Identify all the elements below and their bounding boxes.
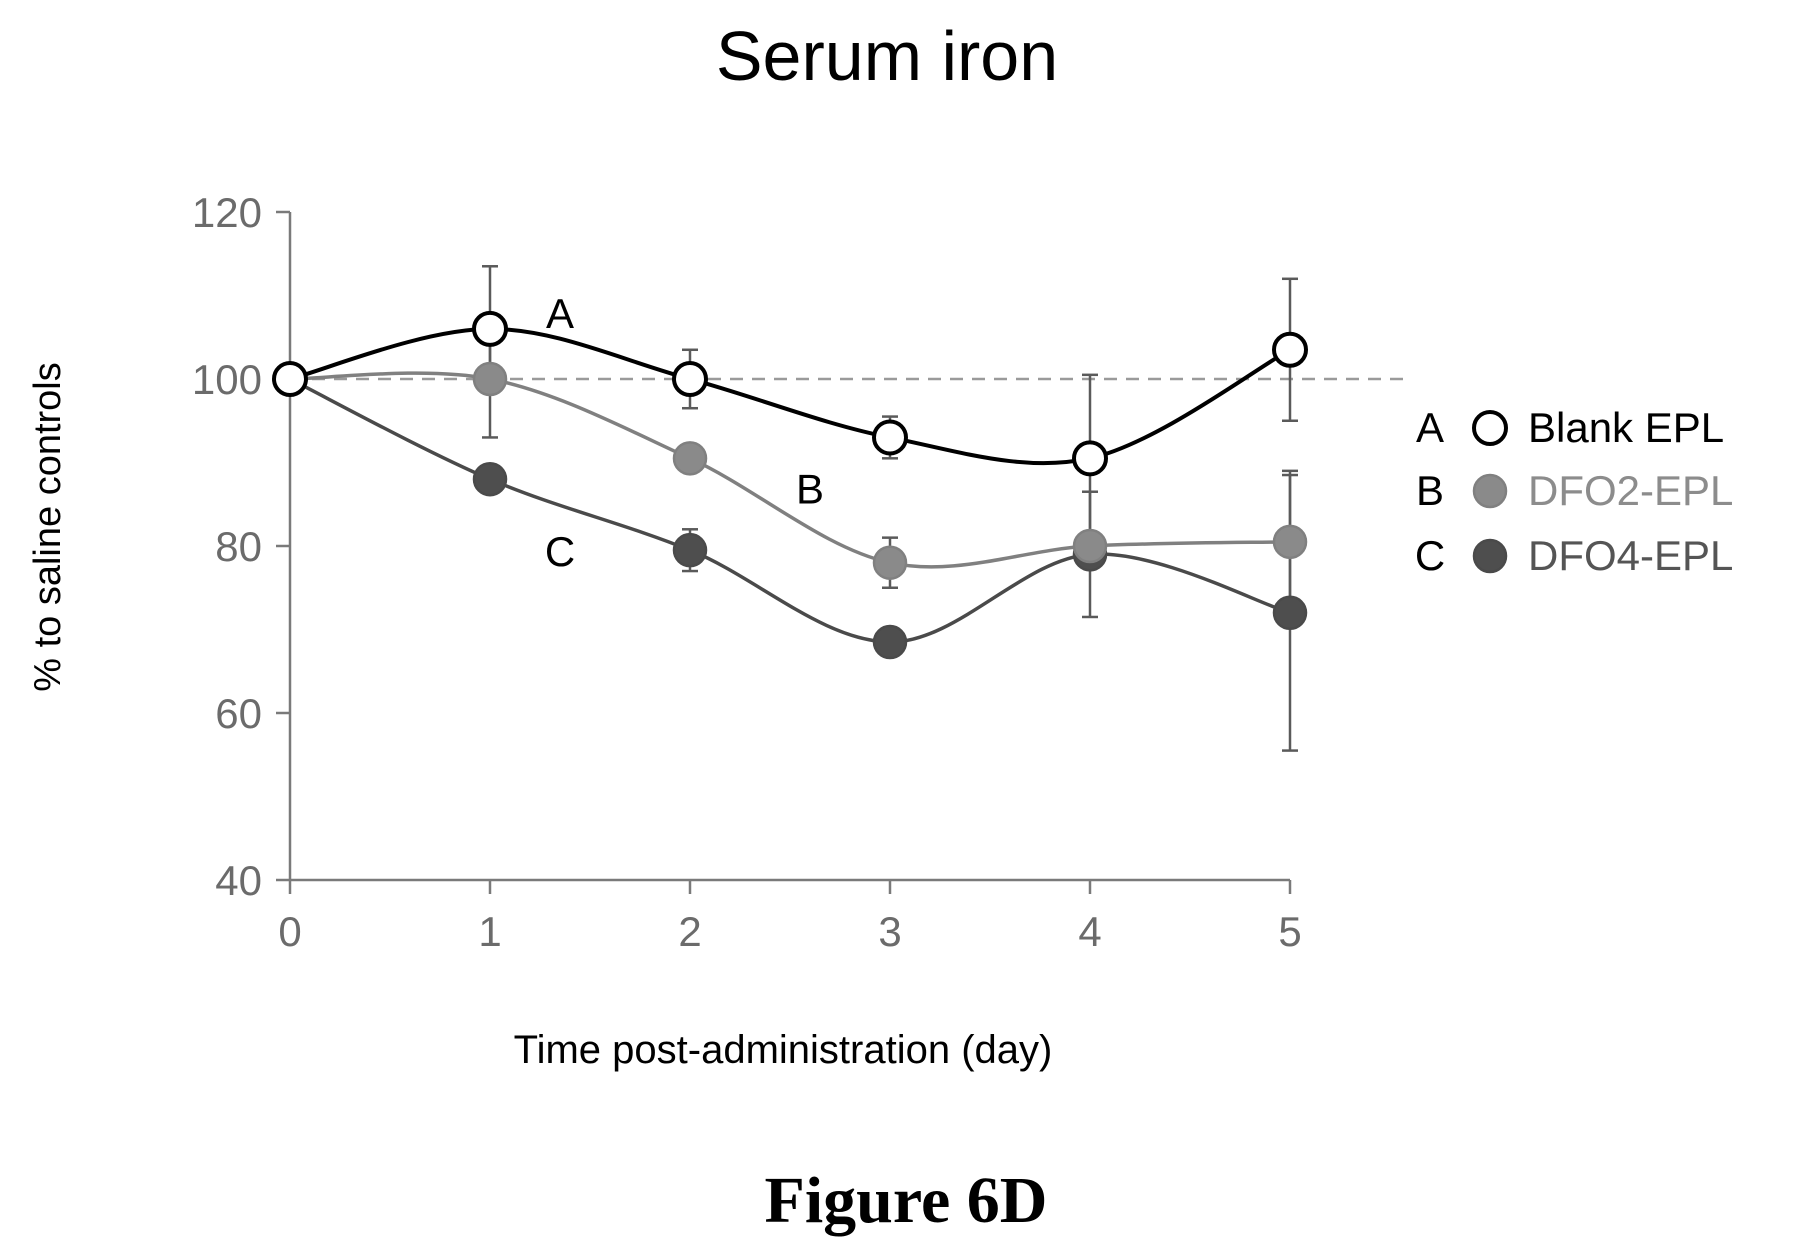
data-point-B xyxy=(1272,524,1308,560)
x-tick-label: 3 xyxy=(878,908,901,955)
x-axis-label: Time post-administration (day) xyxy=(514,1028,1053,1072)
legend-marker-C xyxy=(1472,538,1508,574)
data-point-A xyxy=(272,361,308,397)
legend: A Blank EPL B DFO2-EPL C DFO4-EPL xyxy=(1415,404,1734,579)
y-tick-label: 40 xyxy=(215,857,262,904)
series-label-A: A xyxy=(546,290,574,337)
figure-caption: Figure 6D xyxy=(765,1164,1048,1237)
chart-title: Serum iron xyxy=(716,17,1058,95)
legend-marker-B xyxy=(1472,473,1508,509)
data-point-A xyxy=(872,419,908,456)
x-tick-label: 1 xyxy=(478,908,501,955)
data-point-C xyxy=(672,532,708,568)
legend-marker-A xyxy=(1472,410,1508,446)
legend-key-B: B xyxy=(1416,467,1444,514)
series-layer xyxy=(272,265,1308,752)
y-axis-label: % to saline controls xyxy=(27,362,69,692)
data-point-C xyxy=(1272,595,1308,631)
legend-label-A: Blank EPL xyxy=(1528,404,1724,451)
data-point-A xyxy=(1072,440,1108,477)
data-point-B xyxy=(672,441,708,476)
x-tick-label: 0 xyxy=(278,908,301,955)
y-tick-label: 120 xyxy=(192,189,262,236)
data-point-A xyxy=(1272,331,1308,368)
data-point-B xyxy=(472,361,508,397)
legend-label-C: DFO4-EPL xyxy=(1528,532,1733,579)
y-tick-label: 100 xyxy=(192,356,262,403)
data-point-C xyxy=(472,461,508,497)
legend-key-A: A xyxy=(1416,404,1444,451)
data-point-A xyxy=(472,310,508,347)
data-point-A xyxy=(672,361,708,397)
data-point-C xyxy=(872,624,908,660)
data-point-B xyxy=(872,545,908,580)
series-line-B xyxy=(289,371,1291,569)
y-tick-label: 60 xyxy=(215,690,262,737)
axes: 40 60 80 100 120 0 1 2 3 4 5 xyxy=(192,189,1302,955)
data-point-B xyxy=(1072,528,1108,564)
x-tick-label: 5 xyxy=(1278,908,1301,955)
series-label-B: B xyxy=(796,466,824,513)
series-line-C xyxy=(289,377,1291,644)
x-tick-label: 4 xyxy=(1078,908,1101,955)
series-line-A xyxy=(289,326,1291,466)
series-label-C: C xyxy=(545,528,575,575)
y-tick-label: 80 xyxy=(215,523,262,570)
legend-label-B: DFO2-EPL xyxy=(1528,467,1733,514)
series-labels: A B C xyxy=(545,290,824,575)
x-tick-label: 2 xyxy=(678,908,701,955)
legend-key-C: C xyxy=(1415,532,1445,579)
